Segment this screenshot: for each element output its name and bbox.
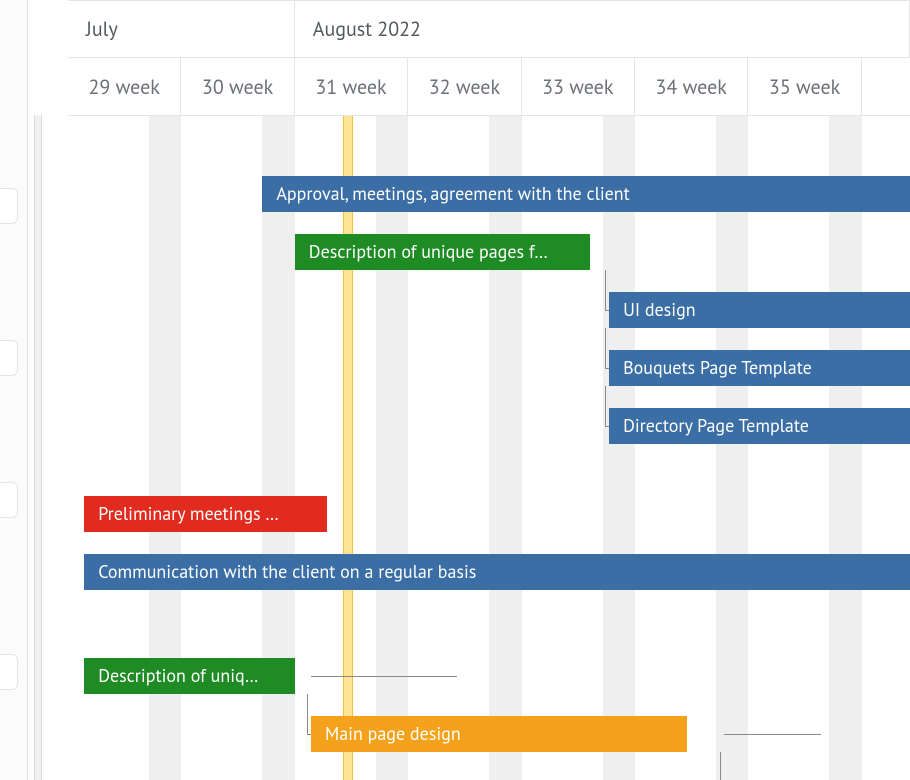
weekday-column xyxy=(311,116,327,780)
splitter-bar[interactable] xyxy=(34,115,42,780)
left-row-hint xyxy=(0,188,18,224)
dependency-line xyxy=(605,386,606,426)
dependency-line xyxy=(724,734,821,735)
week-label: 30 week xyxy=(202,74,273,100)
task-bar-bouquets[interactable]: Bouquets Page Template xyxy=(609,350,910,386)
weekday-column xyxy=(68,116,84,780)
dependency-line xyxy=(605,328,606,368)
week-header[interactable]: 33 week xyxy=(522,58,635,115)
today-marker xyxy=(343,116,353,780)
task-bar-label: Description of unique pages f… xyxy=(309,240,548,263)
dependency-line xyxy=(307,694,308,734)
weekday-column xyxy=(424,116,440,780)
week-label: 33 week xyxy=(542,74,613,100)
weekday-column xyxy=(700,116,716,780)
weekday-column xyxy=(894,116,910,780)
weekday-column xyxy=(586,116,602,780)
weekday-column xyxy=(813,116,829,780)
task-bar-uidesign[interactable]: UI design xyxy=(609,292,910,328)
weekday-column xyxy=(441,116,457,780)
weekend-column xyxy=(732,116,748,780)
weekday-column xyxy=(684,116,700,780)
left-row-hint xyxy=(0,654,18,690)
week-label: 31 week xyxy=(315,74,386,100)
weekday-column xyxy=(554,116,570,780)
task-bar-approval[interactable]: Approval, meetings, agreement with the c… xyxy=(262,176,910,212)
task-bar-label: Approval, meetings, agreement with the c… xyxy=(276,182,629,205)
task-bar-label: Bouquets Page Template xyxy=(623,356,812,379)
weekday-column xyxy=(635,116,651,780)
task-bar-desc1[interactable]: Description of unique pages f… xyxy=(295,234,590,270)
weekend-column xyxy=(619,116,635,780)
task-bar-mainpage[interactable]: Main page design xyxy=(311,716,687,752)
week-label: 34 week xyxy=(656,74,727,100)
weekday-column xyxy=(667,116,683,780)
weekend-column xyxy=(392,116,408,780)
weekend-column xyxy=(505,116,521,780)
month-header: August 2022 xyxy=(295,1,910,57)
weekday-column xyxy=(651,116,667,780)
weekday-column xyxy=(781,116,797,780)
week-label: 35 week xyxy=(769,74,840,100)
week-header[interactable]: 32 week xyxy=(408,58,521,115)
weekend-column xyxy=(846,116,862,780)
week-label: 29 week xyxy=(89,74,160,100)
month-header-row: July August 2022 xyxy=(68,0,910,58)
week-header[interactable]: 35 week xyxy=(748,58,861,115)
gantt-screenshot: July August 2022 29 week 30 week 31 week 32 … xyxy=(0,0,910,780)
weekend-column xyxy=(489,116,505,780)
month-label: July xyxy=(86,16,118,42)
weekday-column xyxy=(748,116,764,780)
weekday-column xyxy=(327,116,343,780)
week-label: 32 week xyxy=(429,74,500,100)
task-bar-comm[interactable]: Communication with the client on a regul… xyxy=(84,554,910,590)
weekend-column xyxy=(376,116,392,780)
task-bar-directory[interactable]: Directory Page Template xyxy=(609,408,910,444)
task-bar-label: Description of uniq… xyxy=(98,664,258,687)
weekend-column xyxy=(716,116,732,780)
left-row-hint xyxy=(0,482,18,518)
week-header[interactable]: 30 week xyxy=(181,58,294,115)
week-header[interactable]: 29 week xyxy=(68,58,181,115)
month-label: August 2022 xyxy=(313,16,421,42)
task-bar-label: UI design xyxy=(623,298,696,321)
weekend-column xyxy=(829,116,845,780)
weekday-column xyxy=(570,116,586,780)
dependency-line xyxy=(605,270,606,310)
weekday-column xyxy=(797,116,813,780)
weekday-column xyxy=(408,116,424,780)
task-bar-label: Directory Page Template xyxy=(623,414,809,437)
week-header-row: 29 week 30 week 31 week 32 week 33 week 34 we… xyxy=(68,58,910,116)
task-bar-label: Main page design xyxy=(325,722,461,745)
task-bar-desc2[interactable]: Description of uniq… xyxy=(84,658,295,694)
gantt-area[interactable]: July August 2022 29 week 30 week 31 week 32 … xyxy=(68,0,910,780)
weekday-column xyxy=(473,116,489,780)
weekday-column xyxy=(862,116,878,780)
weekday-column xyxy=(295,116,311,780)
task-bar-label: Communication with the client on a regul… xyxy=(98,560,476,583)
week-header[interactable]: 34 week xyxy=(635,58,748,115)
week-header[interactable]: 31 week xyxy=(295,58,408,115)
weekday-column xyxy=(522,116,538,780)
dependency-line xyxy=(311,676,457,677)
task-bar-prelim[interactable]: Preliminary meetings … xyxy=(84,496,327,532)
gantt-body[interactable]: Approval, meetings, agreement with the c… xyxy=(68,116,910,780)
weekday-column xyxy=(360,116,376,780)
weekday-column xyxy=(765,116,781,780)
left-row-hint xyxy=(0,340,18,376)
weekday-column xyxy=(878,116,894,780)
weekday-column xyxy=(538,116,554,780)
weekday-column xyxy=(457,116,473,780)
dependency-line xyxy=(720,752,721,780)
task-bar-label: Preliminary meetings … xyxy=(98,502,279,525)
month-header: July xyxy=(68,1,295,57)
weekend-column xyxy=(603,116,619,780)
left-panel-ghost xyxy=(0,0,28,780)
